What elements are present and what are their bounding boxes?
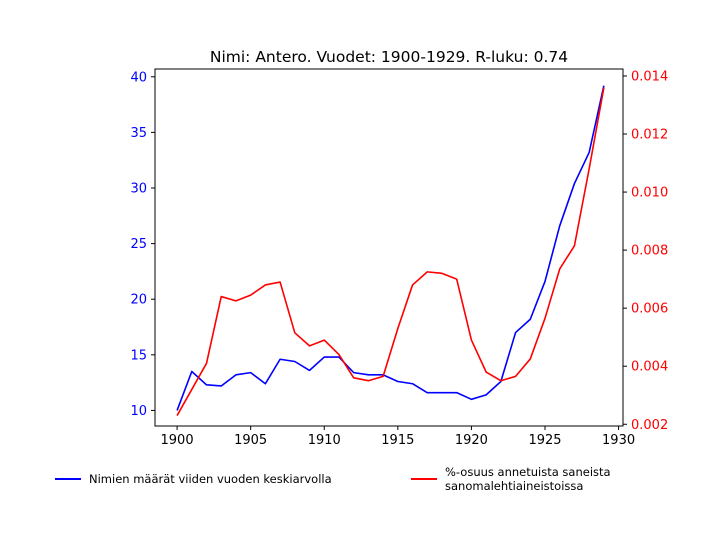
y-right-tick-label-0.006: 0.006 <box>631 302 668 317</box>
legend-line-blue <box>55 478 81 480</box>
y-left-tick-label-40: 40 <box>130 70 147 85</box>
legend-item-blue: Nimien määrät viiden vuoden keskiarvolla <box>55 472 332 486</box>
x-tick-label-1920: 1920 <box>455 433 488 448</box>
y-left-tick-label-30: 30 <box>130 182 147 197</box>
y-right-tick-label-0.002: 0.002 <box>631 418 668 433</box>
y-left-tick-label-20: 20 <box>130 293 147 308</box>
y-left-tick-label-15: 15 <box>130 348 147 363</box>
x-tick-label-1905: 1905 <box>234 433 267 448</box>
legend-item-red: %-osuus annetuista saneista sanomalehtia… <box>411 465 611 493</box>
y-right-tick-label-0.008: 0.008 <box>631 244 668 259</box>
y-left-tick-label-10: 10 <box>130 404 147 419</box>
x-tick-label-1910: 1910 <box>308 433 341 448</box>
x-tick-label-1915: 1915 <box>381 433 414 448</box>
y-right-tick-label-0.014: 0.014 <box>631 69 668 84</box>
legend-line-red <box>411 478 437 480</box>
y-right-tick-label-0.004: 0.004 <box>631 360 668 375</box>
x-tick-label-1930: 1930 <box>602 433 635 448</box>
chart-title: Nimi: Antero. Vuodet: 1900-1929. R-luku:… <box>210 48 568 66</box>
series-line-red <box>176 87 605 416</box>
y-right-tick-label-0.012: 0.012 <box>631 128 668 143</box>
x-tick-label-1900: 1900 <box>161 433 194 448</box>
y-left-tick-label-35: 35 <box>130 126 147 141</box>
y-left-tick-label-25: 25 <box>130 237 147 252</box>
chart-marks: 1900 1905 1910 1915 1920 1925 1930 10 15 20 25 30 35… <box>130 69 668 448</box>
y-right-tick-label-0.010: 0.010 <box>631 186 668 201</box>
legend-label-blue: Nimien määrät viiden vuoden keskiarvolla <box>89 472 332 486</box>
plot-frame <box>154 68 624 427</box>
series-line-blue <box>176 85 605 411</box>
legend-label-red: %-osuus annetuista saneista sanomalehtia… <box>445 465 611 493</box>
x-tick-label-1925: 1925 <box>528 433 561 448</box>
